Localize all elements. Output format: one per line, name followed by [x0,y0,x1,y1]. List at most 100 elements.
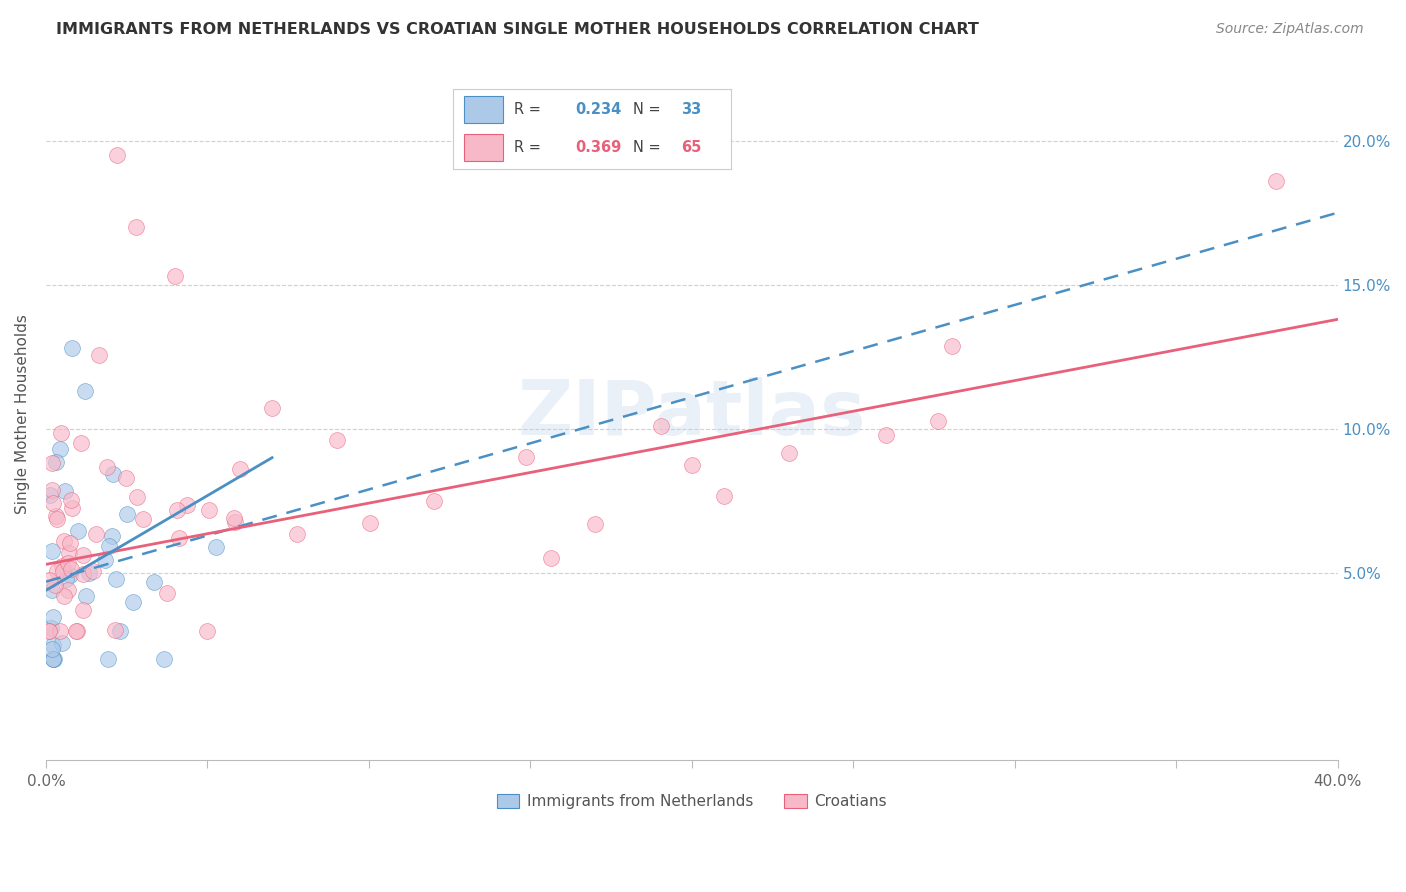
Point [875,428,897,442]
Point [39,621,62,635]
Point [59,568,82,582]
Point [46,564,69,578]
Point [72,548,94,562]
Point [72,603,94,617]
Point [38,624,60,638]
Point [100,529,122,543]
Point [167,531,190,545]
Point [132,511,155,525]
Point [60,493,83,508]
Point [38,624,60,638]
Y-axis label: Single Mother Households: Single Mother Households [15,315,30,515]
Point [42,652,65,666]
Point [52,589,75,603]
Point [49,624,72,638]
Point [176,498,198,512]
Point [1265,174,1288,188]
Point [97,652,120,666]
Point [422,494,444,508]
Point [110,624,132,638]
Point [224,516,246,530]
Point [97,539,120,553]
Point [105,572,128,586]
Point [73,384,96,399]
Point [143,574,166,589]
Point [260,401,283,416]
Point [49,442,72,456]
Point [583,516,606,531]
Point [42,609,65,624]
Point [56,556,79,570]
Text: ZIPatlas: ZIPatlas [517,377,866,451]
Point [713,489,735,503]
Point [114,471,136,485]
Point [42,652,65,666]
Point [101,467,124,481]
Point [165,269,187,284]
Point [359,516,381,530]
Point [205,541,228,555]
Point [44,578,66,592]
Point [156,586,179,600]
Point [56,582,79,597]
Text: IMMIGRANTS FROM NETHERLANDS VS CROATIAN SINGLE MOTHER HOUSEHOLDS CORRELATION CHA: IMMIGRANTS FROM NETHERLANDS VS CROATIAN … [56,22,979,37]
Point [77,566,100,581]
Point [41,583,63,598]
Point [41,456,63,470]
Point [104,623,127,637]
Point [285,526,308,541]
Point [87,348,110,362]
Point [681,458,703,472]
Point [75,589,97,603]
Point [53,483,76,498]
Point [42,638,65,652]
Point [941,339,963,353]
Point [197,624,219,638]
Point [52,564,75,578]
Point [66,624,89,638]
Point [59,562,82,576]
Point [49,426,72,441]
Point [72,566,94,581]
Point [115,508,138,522]
Point [42,652,65,666]
Point [52,534,75,549]
Point [67,524,90,539]
Point [59,535,82,549]
Legend: Immigrants from Netherlands, Croatians: Immigrants from Netherlands, Croatians [491,788,893,815]
Point [69,436,91,450]
Point [42,496,65,510]
Point [45,512,67,526]
Point [55,572,77,586]
Point [38,488,60,502]
Point [38,573,60,587]
Point [540,550,562,565]
Point [229,462,252,476]
Point [650,418,672,433]
Point [325,433,347,447]
Point [105,148,128,162]
Point [58,546,80,560]
Point [515,450,537,465]
Point [198,503,221,517]
Point [222,511,245,525]
Point [45,455,67,469]
Point [778,446,800,460]
Point [125,220,148,235]
Point [60,501,83,516]
Point [122,595,145,609]
Point [51,558,73,573]
Point [96,460,118,475]
Point [60,341,83,355]
Point [44,508,66,523]
Point [127,490,149,504]
Point [84,527,107,541]
Point [41,543,63,558]
Point [927,414,949,428]
Point [166,502,188,516]
Point [153,652,176,666]
Text: Source: ZipAtlas.com: Source: ZipAtlas.com [1216,22,1364,37]
Point [51,636,73,650]
Point [41,483,63,497]
Point [65,624,87,638]
